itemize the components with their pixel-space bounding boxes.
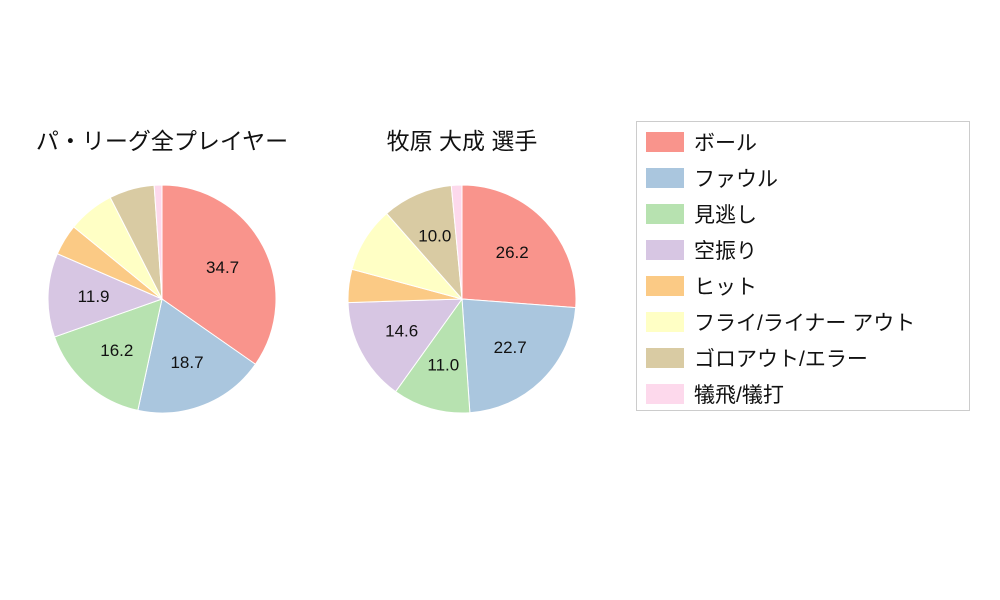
pie-slice-value-label: 26.2 — [496, 243, 529, 262]
legend-label: ファウル — [694, 168, 778, 191]
legend-item: 空振り — [637, 232, 969, 268]
legend-label: 犠飛/犠打 — [694, 384, 784, 407]
legend-item: 犠飛/犠打 — [637, 376, 969, 412]
pie-slice-value-label: 34.7 — [206, 258, 239, 277]
pie-slice-value-label: 18.7 — [170, 353, 203, 372]
legend: ボールファウル見逃し空振りヒットフライ/ライナー アウト ゴロアウト/エラー 犠飛/… — [636, 121, 970, 411]
legend-label: ボール — [694, 132, 757, 155]
pie-slice — [153, 184, 163, 300]
legend-swatch — [646, 312, 684, 332]
pie-slice — [53, 298, 163, 412]
pie-slice-value-label: 11.9 — [78, 287, 110, 306]
legend-item: 見逃し — [637, 196, 969, 232]
legend-item: ファウル — [637, 160, 969, 196]
pie-slice — [161, 184, 277, 365]
pie-slice — [450, 184, 463, 300]
legend-item: ゴロアウト/エラー — [637, 340, 969, 376]
legend-swatch — [646, 276, 684, 296]
pie-slice — [137, 298, 257, 414]
pie-slice — [347, 298, 463, 393]
legend-label: フライ/ライナー アウト — [694, 312, 916, 335]
left-pie-title: パ・リーグ全プレイヤー — [35, 128, 289, 154]
pie-slice — [461, 184, 577, 309]
legend-item: フライ/ライナー アウト — [637, 304, 969, 340]
pie-slice-value-label: 14.6 — [385, 322, 418, 341]
right-pie-title: 牧原 大成 選手 — [386, 128, 538, 154]
legend-swatch — [646, 204, 684, 224]
legend-swatch — [646, 132, 684, 152]
legend-swatch — [646, 348, 684, 368]
legend-swatch — [646, 384, 684, 404]
legend-label: ゴロアウト/エラー — [694, 348, 868, 371]
legend-label: 見逃し — [694, 204, 757, 227]
legend-swatch — [646, 240, 684, 260]
pie-slice-value-label: 16.2 — [100, 341, 133, 360]
legend-item: ボール — [637, 124, 969, 160]
legend-label: ヒット — [694, 276, 757, 299]
pie-slice-value-label: 11.0 — [427, 355, 459, 374]
pie-slice — [394, 297, 471, 414]
legend-label: 空振り — [694, 240, 757, 263]
legend-item: ヒット — [637, 268, 969, 304]
pie-slice — [461, 298, 577, 414]
pie-slice-value-label: 10.0 — [418, 227, 451, 246]
pie-slice-value-label: 22.7 — [494, 338, 527, 357]
pie-slice — [385, 184, 463, 301]
pie-slice — [47, 253, 164, 338]
left-pie-chart: 34.7 18.7 16.2 11.9 — [47, 184, 277, 414]
right-pie-chart: 26.2 22.7 11.0 14.6 10.0 — [347, 184, 577, 414]
legend-swatch — [646, 168, 684, 188]
